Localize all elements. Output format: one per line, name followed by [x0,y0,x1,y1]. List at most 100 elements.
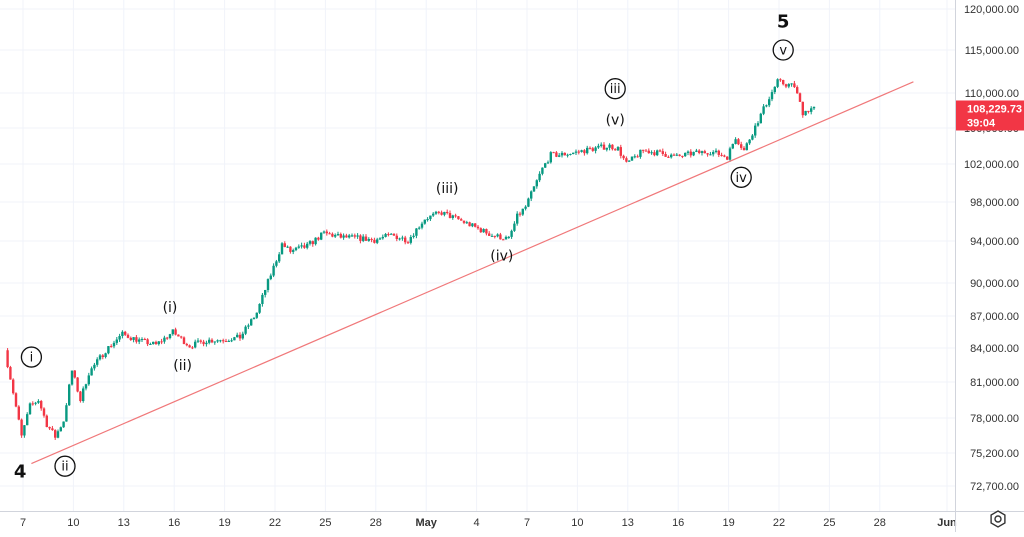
last-price-tag: 108,229.73 39:04 [956,100,1024,131]
candle-body [132,337,135,340]
candle-body [518,213,522,215]
candle-body [258,303,261,313]
candle-body [180,336,183,338]
candle-body [544,163,547,168]
wave-label-ring [20,346,43,368]
wave-label-circled: ii [54,455,76,477]
candle-body [224,341,228,343]
gear-icon[interactable] [988,509,1008,529]
candle-body [698,150,701,153]
candle-body [236,334,239,338]
candle-body [65,405,68,422]
candle-body [443,211,446,215]
candle-body [611,144,614,150]
x-tick-label: 4 [474,517,480,529]
y-tick-label: 78,000.00 [970,413,1019,425]
candle-body [558,155,561,157]
candle-body [182,337,186,344]
candle-body [115,339,118,343]
candle-body [339,234,342,238]
candle-body [48,426,51,429]
candle-body [770,92,774,100]
grid [0,0,955,511]
wave-label-paren: (v) [606,112,625,128]
trendline-layer [31,81,914,465]
candle-body [555,152,558,157]
candle-body [423,219,426,224]
candle-body [230,340,233,342]
candle-body [457,216,460,220]
candle-body [418,227,421,229]
candle-body [742,147,746,151]
candle-body [759,113,762,124]
candle-body [751,135,754,140]
candle-body [437,211,440,213]
candle-body [331,233,334,237]
candle-body [56,431,60,438]
candle-body [272,265,275,276]
candle-body [264,289,267,295]
candle-body [376,239,379,243]
candle-body [591,148,594,151]
chart-settings-button[interactable] [988,509,1008,529]
candle-body [275,261,278,266]
y-tick-label: 120,000.00 [964,4,1019,16]
candle-body [266,279,270,290]
candle-body [633,156,636,158]
candle-body [252,317,256,320]
candle-body [434,211,438,214]
candle-body [166,337,169,339]
candle-body [325,231,328,234]
candle-body [485,229,488,234]
x-tick-label: 10 [67,517,79,529]
x-tick-label: 13 [118,517,130,529]
candle-body [560,152,564,156]
candle-body [373,239,376,243]
candle-body [773,86,776,93]
candle-body [714,150,718,153]
candle-body [689,151,692,156]
candle-body [446,211,449,214]
candle-body [392,233,396,236]
candle-body [146,339,149,345]
candle-body [149,343,152,345]
candle-body [569,153,572,155]
candle-body [754,125,757,136]
candle-body [566,154,569,156]
candle-body [703,151,706,154]
last-price-box [956,100,1024,131]
candle-body [723,155,726,157]
candle-body [154,341,158,345]
candle-body [639,149,642,157]
candle-body [227,340,230,342]
candle-body [381,236,384,239]
candle-body [549,152,552,163]
candle-body [194,341,197,348]
candle-body [804,110,807,116]
candle-body [395,235,398,240]
candle-body [364,236,368,241]
y-tick-label: 75,200.00 [970,448,1019,460]
candle-body [17,406,20,420]
candle-body [642,149,645,151]
candle-body [420,223,424,228]
candle-body [314,237,317,245]
wave-label-text: ii [61,460,68,475]
candle-body [283,243,286,247]
candle-body [600,144,603,146]
candle-body [709,154,712,156]
candle-body [574,151,578,153]
candle-body [460,219,463,221]
candle-body [213,341,216,343]
candle-body [605,147,608,150]
candle-body [504,236,508,240]
candle-body [810,108,813,112]
candle-body [112,342,116,347]
candle-body [530,191,533,199]
wave-label-circled: v [772,39,794,61]
candle-body [121,331,124,337]
candle-body [160,341,163,343]
candle-body [468,222,471,227]
